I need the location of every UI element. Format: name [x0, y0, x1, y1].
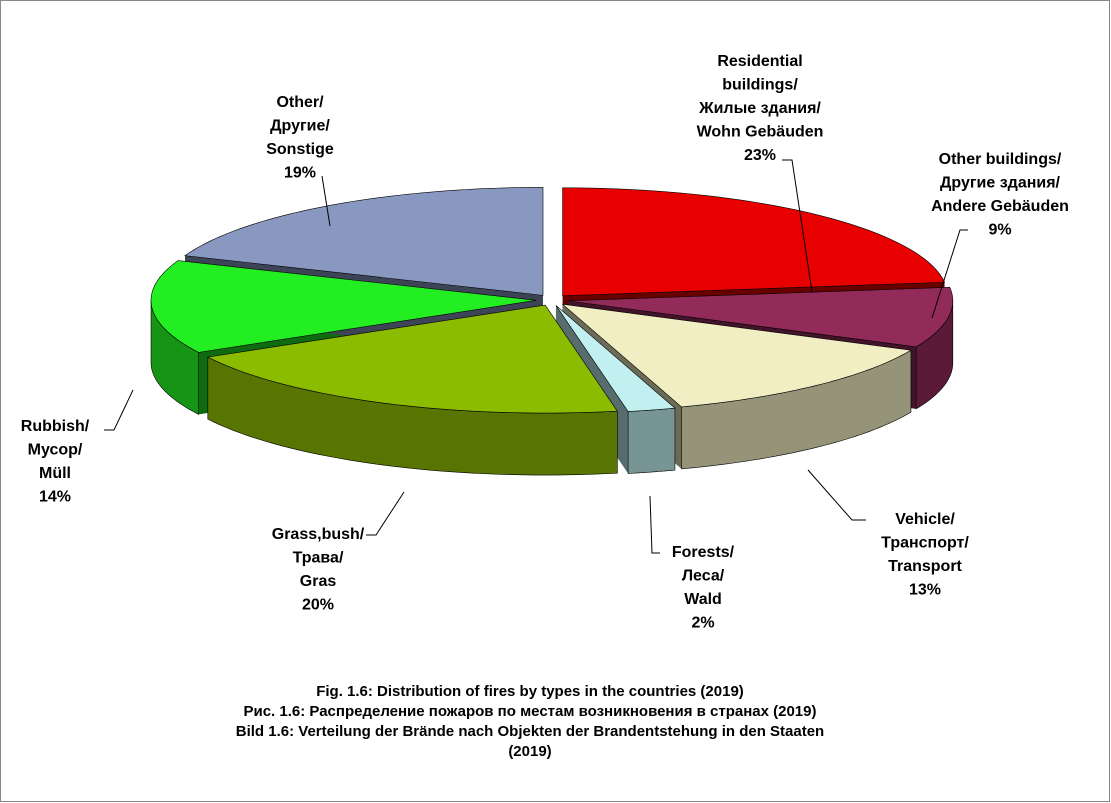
slice — [567, 287, 954, 348]
label-line: Жилые здания/ — [698, 100, 821, 117]
leader-line — [321, 175, 331, 227]
label-line: Sonstige — [266, 141, 334, 158]
label-line: Grass,bush/ — [272, 526, 365, 543]
value-label: 23% — [744, 147, 776, 164]
slice — [561, 303, 912, 408]
label-line: buildings/ — [722, 77, 798, 94]
value-label: 19% — [284, 165, 316, 182]
slice — [150, 260, 537, 353]
label-line: Rubbish/ — [21, 418, 90, 435]
data-label: Residential buildings/Жилые здания/Wohn G… — [697, 53, 824, 164]
leader-line — [807, 469, 866, 521]
label-line: Other buildings/ — [939, 151, 1062, 168]
label-line: Wohn Gebäuden — [697, 124, 824, 141]
value-label: 9% — [988, 222, 1011, 239]
leader-line — [104, 389, 134, 431]
slice-side — [627, 407, 676, 474]
slice — [555, 305, 676, 412]
value-label: 13% — [909, 582, 941, 599]
data-label: Other/Другие/Sonstige 19% — [266, 94, 334, 182]
label-line: Andere Gebäuden — [931, 198, 1069, 215]
label-line: Forests/ — [672, 544, 735, 561]
data-label: Grass,bush/Трава/Gras 20% — [272, 526, 365, 614]
data-label: Other buildings/Другие здания/Andere Geb… — [931, 151, 1069, 239]
label-line: Другие/ — [270, 118, 330, 135]
chart-title: Fig. 1.6: Distribution of fires by types… — [235, 682, 825, 762]
label-line: Gras — [300, 573, 337, 590]
slice — [206, 304, 618, 414]
label-line: Residential — [717, 53, 802, 70]
leader-line — [649, 495, 660, 554]
leader-line — [782, 159, 813, 293]
value-label: 20% — [302, 597, 334, 614]
title-line: Рис. 1.6: Распределение пожаров по места… — [243, 703, 817, 720]
label-line: Müll — [39, 465, 71, 482]
data-label: Rubbish/Мусор/Müll 14% — [21, 418, 90, 506]
slice — [562, 187, 946, 297]
label-line: Other/ — [276, 94, 324, 111]
label-line: Транспорт/ — [881, 535, 969, 552]
label-line: Мусор/ — [28, 442, 83, 459]
leader-line — [366, 491, 405, 536]
data-label: Forests/Леса/Wald 2% — [672, 544, 735, 632]
label-line: Vehicle/ — [895, 511, 955, 528]
label-line: Wald — [684, 591, 722, 608]
leader-line — [931, 229, 968, 319]
label-line: Леса/ — [682, 568, 725, 585]
value-label: 14% — [39, 489, 71, 506]
label-line: Transport — [888, 558, 962, 575]
title-line: Fig. 1.6: Distribution of fires by types… — [316, 683, 744, 700]
title-line: Bild 1.6: Verteilung der Brände nach Obj… — [235, 723, 825, 760]
label-line: Другие здания/ — [940, 175, 1061, 192]
value-label: 2% — [691, 615, 714, 632]
data-label: Vehicle/Транспорт/Transport 13% — [881, 511, 969, 599]
label-line: Трава/ — [293, 550, 344, 567]
